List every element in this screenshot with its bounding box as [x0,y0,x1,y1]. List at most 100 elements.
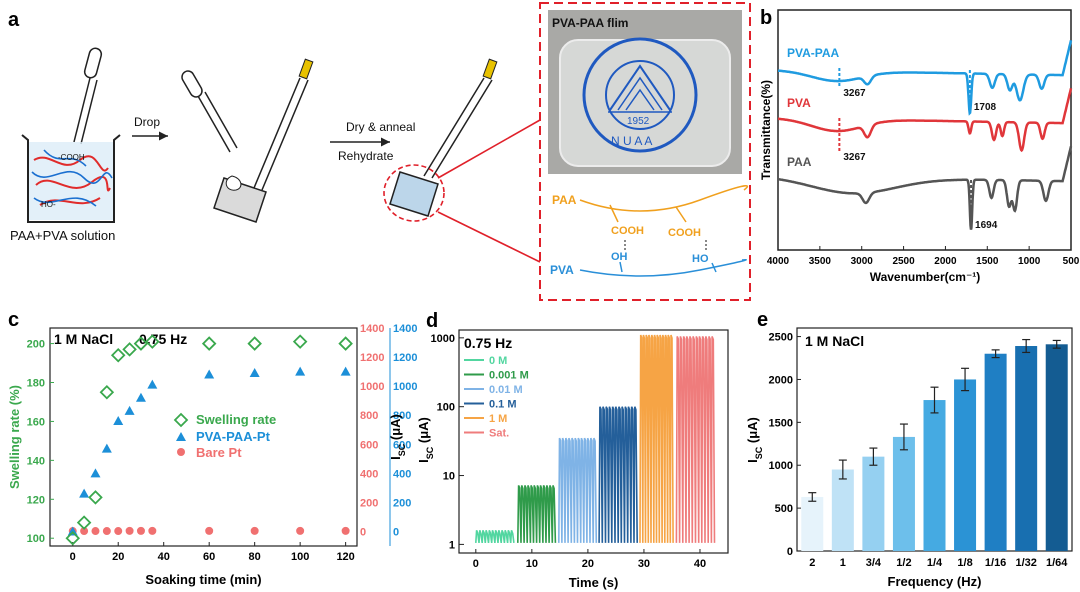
annotation-freq-c: 0.75 Hz [139,331,187,347]
bar [923,400,946,551]
film-title: PVA-PAA flim [552,16,628,30]
y-tick-label-right1-c: 600 [360,439,378,451]
y-tick-label-left-c: 100 [27,533,45,545]
series-0m [475,529,515,544]
y-tick-label-right1-c: 1400 [360,323,384,335]
y-tick-label-e: 1500 [769,417,793,429]
y-tick-label-e: 500 [775,503,793,515]
y-axis-title-left-c: Swelling rate (%) [7,385,22,489]
y-tick-label-right2-c: 600 [393,439,411,451]
x-axis-b: 4000 3500 3000 2500 2000 1500 1000 500 [767,246,1080,267]
point-pva-paa-pt [135,392,146,402]
y-tick-label-d: 1 [449,539,455,551]
series-1m [639,334,674,543]
legend-label-d: 0.001 M [489,370,529,382]
peak-label: 3267 [843,88,866,99]
y-tick-label-right2-c: 400 [393,468,411,480]
x-tick-label-c: 0 [70,551,76,563]
point-swelling-rate [65,530,81,546]
paa-label: PAA [552,193,577,207]
legend-label-d: 1 M [489,413,507,425]
legend-label-c: PVA-PAA-Pt [196,429,271,444]
pipette-icon [73,47,103,145]
legend-label-d: 0.1 M [489,399,517,411]
legend-marker-pva-paa-pt [176,432,186,441]
y-tick-label-d: 10 [443,471,455,483]
solution-label: PAA+PVA solution [10,228,115,243]
pva-label: PVA [550,263,574,277]
x-tick-label-c: 60 [203,551,215,563]
y-tick-label-left-c: 120 [27,494,45,506]
x-tick-label-b: 1000 [1018,256,1041,267]
point-swelling-rate [110,347,126,363]
x-tick-label-e: 1/32 [1015,557,1036,569]
y-axis-title-b: Transmittance(%) [759,80,773,180]
x-tick-label-d: 0 [473,558,479,570]
y-tick-label-right2-c: 200 [393,497,411,509]
inset-frame [539,2,751,301]
seal-year: 1952 [627,116,650,127]
bar [831,469,854,551]
point-swelling-rate [201,336,217,351]
bar [954,379,977,551]
series-sat [675,336,716,543]
plot-frame-b [777,9,1072,251]
point-swelling-rate [122,342,137,357]
y-tick-label-right1-c: 800 [360,410,378,422]
x-tick-label-d: 40 [694,558,706,570]
x-axis-title-d: Time (s) [569,575,619,590]
bar [862,456,885,551]
y-tick-label-e: 0 [787,546,793,558]
panel-label-a: a [8,9,20,31]
legend-label-b: PAA [787,155,812,169]
point-bare-pt [102,527,111,536]
point-bare-pt [296,526,305,535]
point-swelling-rate [247,336,262,351]
annotation-c: 1 M NaCl [54,331,113,347]
bar [1045,344,1068,551]
peak-label: 1694 [975,220,998,231]
spectrum-pva-paa [778,40,1073,116]
x-tick-label-c: 80 [249,551,261,563]
x-axis-title-e: Frequency (Hz) [888,574,982,589]
plot-frame-d [458,329,729,554]
x-tick-label-b: 500 [1063,256,1080,267]
y-tick-label-right2-c: 800 [393,410,411,422]
x-tick-label-b: 4000 [767,256,790,267]
x-tick-label-d: 20 [582,558,594,570]
y-tick-label-e: 1000 [769,460,793,472]
bar [984,353,1007,551]
x-tick-label-d: 10 [526,558,538,570]
y-tick-label-d: 1000 [431,333,455,345]
x-tick-label-b: 2500 [892,256,915,267]
y-tick-label-left-c: 200 [27,339,45,351]
legend-label-d: 0 M [489,355,507,367]
y-tick-label-e: 2000 [769,374,793,386]
point-bare-pt [250,526,259,535]
legend-label-d: 0.01 M [489,384,523,396]
y-tick-label-right1-c: 400 [360,468,378,480]
x-tick-label-e: 1 [840,557,846,569]
peak-label: 1708 [974,102,997,113]
panel-label-e: e [757,309,768,331]
point-swelling-rate [76,515,92,530]
y-tick-label-right2-c: 1400 [393,323,417,335]
point-pva-paa-pt [340,366,351,376]
y-tick-label-right1-c: 200 [360,497,378,509]
spectrum-paa [778,146,1073,230]
bar [1015,346,1038,551]
point-bare-pt [136,526,145,535]
x-tick-label-d: 30 [638,558,650,570]
paa-chain [579,185,749,212]
x-tick-label-b: 3500 [809,256,832,267]
point-bare-pt [91,527,100,536]
point-swelling-rate [338,336,353,351]
x-tick-label-b: 3000 [851,256,874,267]
annotation-e: 1 M NaCl [805,333,864,349]
point-swelling-rate [292,334,308,349]
legend-label-d: Sat. [489,428,509,440]
y-axis-title-e: ISC (μA) [745,417,764,463]
university-seal-icon [582,37,698,153]
legend-label-c: Swelling rate [196,412,276,427]
